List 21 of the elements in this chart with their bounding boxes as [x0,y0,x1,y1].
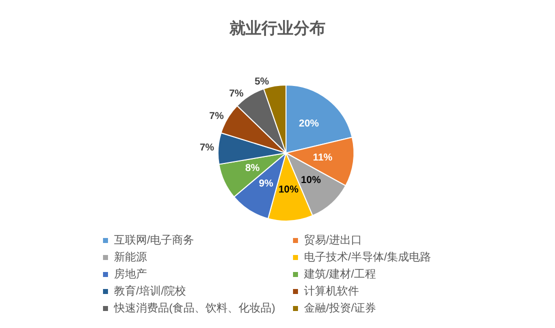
legend-label: 金融/投资/证券 [304,302,376,314]
legend-label: 贸易/进出口 [304,234,362,246]
data-label: 11% [312,152,333,164]
data-label: 7% [229,88,244,100]
chart-title: 就业行业分布 [228,20,326,38]
legend-label: 电子技术/半导体/集成电路 [304,250,432,264]
data-label: 10% [300,174,321,186]
data-label: 8% [245,163,260,174]
data-label: 7% [209,110,224,122]
data-label: 10% [278,184,299,196]
legend-label: 互联网/电子商务 [114,234,194,246]
legend-label: 新能源 [114,250,147,264]
legend-label: 建筑/建材/工程 [303,268,376,280]
data-label: 7% [200,142,214,154]
legend-label: 计算机软件 [304,284,359,298]
data-label: 20% [298,118,320,130]
legend-label: 教育/培训/院校 [114,284,186,298]
data-label: 5% [254,76,270,88]
legend-label: 快速消费品(食品、饮料、化妆品) [113,302,276,314]
legend-label: 房地产 [114,268,147,280]
data-label: 9% [258,178,274,190]
